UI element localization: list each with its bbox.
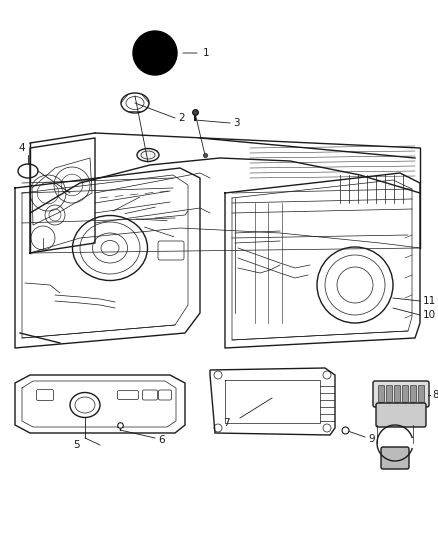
Circle shape bbox=[133, 31, 177, 75]
Text: 7: 7 bbox=[223, 418, 230, 428]
FancyBboxPatch shape bbox=[395, 385, 400, 402]
FancyBboxPatch shape bbox=[378, 385, 385, 402]
Text: 4: 4 bbox=[18, 143, 25, 153]
Text: 3: 3 bbox=[233, 118, 240, 128]
Ellipse shape bbox=[18, 164, 38, 178]
FancyBboxPatch shape bbox=[410, 385, 417, 402]
Text: 11: 11 bbox=[423, 296, 436, 306]
FancyBboxPatch shape bbox=[376, 403, 426, 427]
Text: 2: 2 bbox=[178, 113, 185, 123]
Ellipse shape bbox=[137, 149, 159, 161]
FancyBboxPatch shape bbox=[403, 385, 409, 402]
Text: 10: 10 bbox=[423, 310, 436, 320]
FancyBboxPatch shape bbox=[386, 385, 392, 402]
FancyBboxPatch shape bbox=[373, 381, 429, 407]
Text: 9: 9 bbox=[368, 434, 374, 444]
Text: 6: 6 bbox=[158, 435, 165, 445]
Text: 8: 8 bbox=[432, 390, 438, 400]
FancyBboxPatch shape bbox=[381, 447, 409, 469]
Text: 1: 1 bbox=[203, 48, 210, 58]
FancyBboxPatch shape bbox=[418, 385, 424, 402]
Text: 5: 5 bbox=[74, 440, 80, 450]
